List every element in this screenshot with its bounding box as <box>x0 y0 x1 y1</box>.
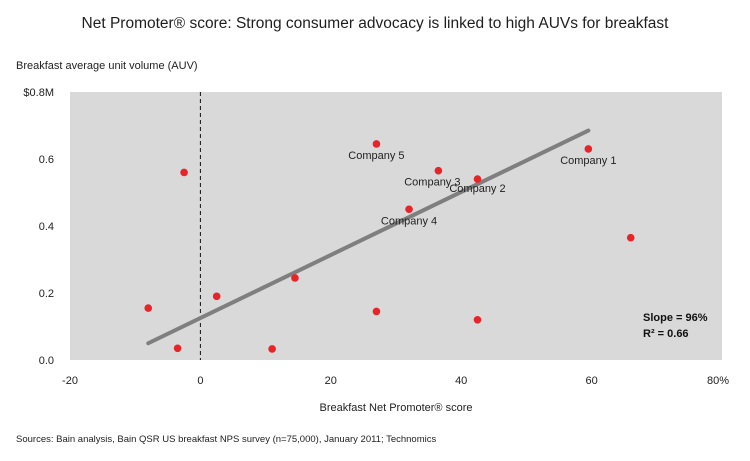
y-tick-labels: 0.0 0.2 0.4 0.6 $0.8M <box>23 87 54 367</box>
x-tick-label: 20 <box>325 375 337 387</box>
x-axis-label: Breakfast Net Promoter® score <box>320 402 473 414</box>
point-label: Company 5 <box>348 150 404 162</box>
data-point <box>212 292 221 301</box>
plot-area <box>70 92 722 360</box>
x-tick-label: 80% <box>707 375 729 387</box>
data-point <box>473 316 482 324</box>
y-tick-label: 0.4 <box>39 221 54 233</box>
data-point <box>473 175 482 183</box>
data-point <box>584 145 593 153</box>
data-points <box>144 140 635 353</box>
point-label: Company 3 <box>404 177 460 189</box>
y-tick-label: 0.0 <box>39 355 54 367</box>
source-note: Sources: Bain analysis, Bain QSR US brea… <box>16 434 436 445</box>
x-tick-label: 60 <box>585 375 597 387</box>
x-tick-label: 0 <box>197 375 203 387</box>
data-point <box>372 140 381 148</box>
chart-title: Net Promoter® score: Strong consumer adv… <box>82 15 670 32</box>
y-tick-label: 0.2 <box>39 288 54 300</box>
data-point <box>173 344 182 353</box>
data-point <box>626 233 635 242</box>
data-point <box>180 168 188 177</box>
y-tick-label: $0.8M <box>23 87 54 99</box>
data-point <box>268 345 276 353</box>
x-tick-labels: -20 0 20 40 60 80% <box>62 375 729 387</box>
data-point <box>291 274 299 282</box>
point-label: Company 4 <box>381 215 437 227</box>
slope-annotation: Slope = 96% <box>643 312 708 324</box>
point-label: Company 1 <box>560 155 616 167</box>
data-point <box>405 205 413 214</box>
x-tick-label: -20 <box>62 375 78 387</box>
data-point <box>434 166 443 175</box>
data-point <box>144 304 153 312</box>
y-axis-label: Breakfast average unit volume (AUV) <box>16 60 198 72</box>
r2-annotation: R² = 0.66 <box>643 328 689 340</box>
point-label: Company 2 <box>449 183 505 195</box>
x-tick-label: 40 <box>455 375 467 387</box>
data-point <box>372 307 381 316</box>
y-tick-label: 0.6 <box>39 154 54 166</box>
trend-line <box>146 128 591 346</box>
